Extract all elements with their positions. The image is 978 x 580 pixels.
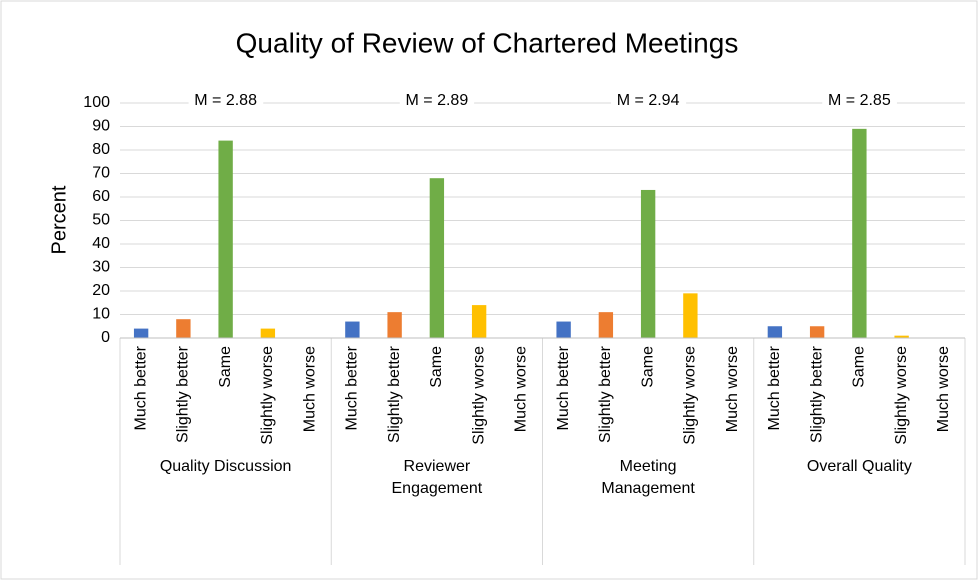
bar [683,293,698,338]
bar [894,335,909,338]
bar [809,326,825,338]
y-tick-label: 100 [83,94,110,111]
x-tick-label: Same [639,346,656,388]
bar [260,328,276,338]
bar [218,140,233,338]
x-tick-label: Slightly worse [682,346,699,445]
x-tick-label: Much worse [301,346,318,432]
x-tick-label: Much better [132,345,149,430]
bar [133,328,149,338]
bar [556,321,571,338]
x-tick-label: Much worse [513,346,530,432]
y-tick-label: 60 [92,188,110,205]
x-tick-label: Much better [344,345,361,430]
group-label: Quality Discussion [159,458,292,475]
group-label: Reviewer Engagement [391,458,483,497]
bar [767,326,783,338]
x-tick-label: Slightly better [386,345,403,443]
x-tick-label: Same [428,346,445,388]
group-label: Meeting Management [601,458,695,497]
annotation: M = 2.89 [406,92,469,109]
x-tick-label: Slightly worse [893,346,910,445]
bar [598,312,614,338]
y-tick-label: 50 [92,212,110,229]
bar [387,312,402,338]
x-tick-label: Much worse [935,346,952,432]
x-tick-label: Much worse [724,346,741,432]
bar [345,321,360,338]
x-tick-label: Slightly worse [470,346,487,445]
x-tick-label: Much better [555,345,572,430]
y-tick-label: 0 [101,329,110,346]
x-tick-label: Same [217,346,234,388]
bar [852,128,867,338]
x-tick-label: Same [851,346,868,388]
annotation: M = 2.94 [617,92,680,109]
x-tick-label: Slightly worse [259,346,276,445]
chart-title: Quality of Review of Chartered Meetings [236,27,739,58]
y-axis-label: Percent [48,185,70,254]
y-tick-label: 30 [92,259,110,276]
bar [429,178,445,338]
bar [640,189,656,338]
y-tick-label: 80 [92,141,110,158]
y-tick-label: 10 [92,306,110,323]
y-tick-label: 20 [92,282,110,299]
y-tick-label: 90 [92,118,110,135]
group-label: Overall Quality [806,458,912,475]
x-tick-label: Slightly better [808,345,825,443]
bar [471,305,487,338]
y-tick-label: 70 [92,165,110,182]
x-tick-label: Much better [766,345,783,430]
x-tick-label: Slightly better [597,345,614,443]
annotation: M = 2.85 [828,92,891,109]
annotation: M = 2.88 [194,92,257,109]
y-tick-label: 40 [92,235,110,252]
bar [176,319,191,338]
x-tick-label: Slightly better [175,345,192,443]
